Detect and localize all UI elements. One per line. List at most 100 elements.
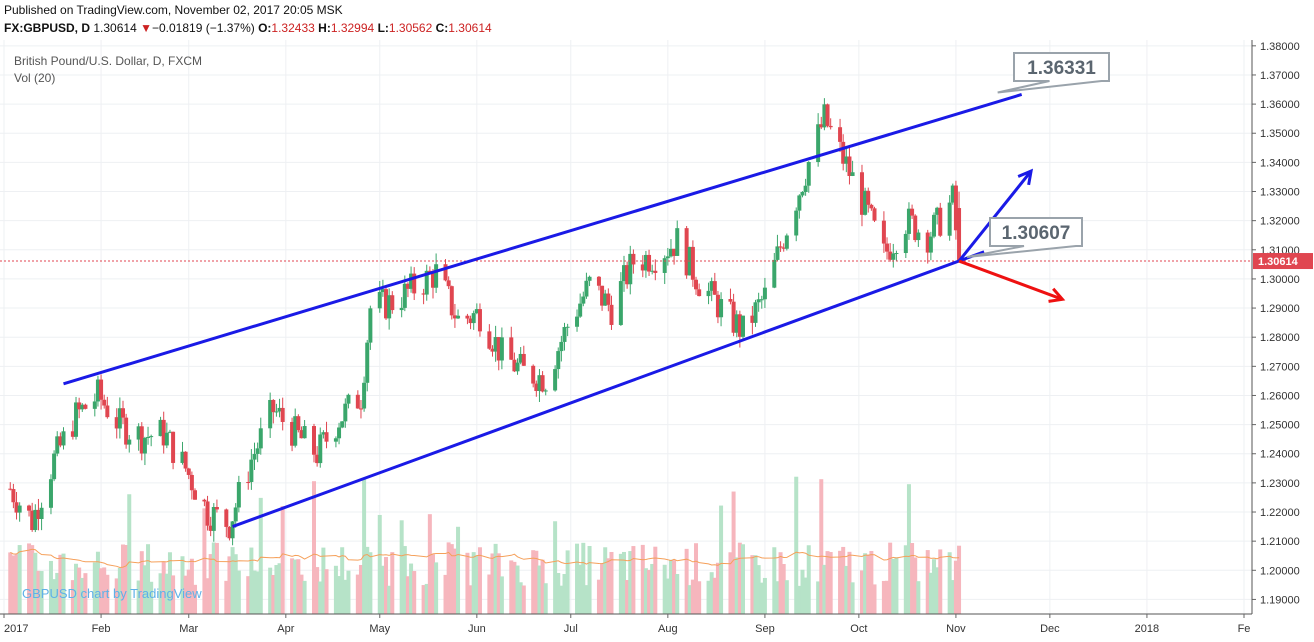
volume-bar bbox=[14, 553, 19, 614]
volume-bar bbox=[471, 552, 476, 614]
y-tick-label: 1.26000 bbox=[1260, 390, 1300, 402]
volume-bar bbox=[252, 570, 257, 614]
x-tick-label: Jun bbox=[468, 623, 486, 635]
last-price: 1.30614 bbox=[93, 21, 137, 35]
candle-body bbox=[888, 251, 893, 260]
volume-bar bbox=[910, 543, 915, 614]
volume-bar bbox=[869, 550, 874, 614]
volume-bar bbox=[8, 552, 13, 614]
candle-body bbox=[443, 264, 448, 281]
candle-body bbox=[58, 436, 63, 446]
volume-bar bbox=[468, 585, 473, 614]
price-axis[interactable]: 1.38000 1.37000 1.36000 1.35000 1.34000 1.330… bbox=[1251, 40, 1313, 614]
volume-bar bbox=[474, 555, 479, 614]
y-tick-label: 1.19000 bbox=[1260, 594, 1300, 606]
volume-bar bbox=[565, 550, 570, 614]
callout-lower-box bbox=[966, 217, 1083, 259]
x-tick-label: Apr bbox=[277, 623, 294, 635]
candle-body bbox=[781, 247, 786, 249]
volume-bar bbox=[114, 578, 119, 614]
candle-body bbox=[706, 290, 711, 297]
candle-body bbox=[180, 451, 185, 463]
volume-bar bbox=[775, 581, 780, 614]
volume-bar bbox=[662, 564, 667, 614]
candle-body bbox=[906, 208, 911, 234]
volume-bar bbox=[127, 494, 132, 614]
volume-bar bbox=[465, 552, 470, 614]
callout-upper-box bbox=[997, 52, 1110, 94]
candle-body bbox=[797, 195, 802, 211]
volume-bar bbox=[27, 543, 32, 614]
volume-bar bbox=[543, 583, 548, 614]
candle-body bbox=[280, 407, 285, 422]
candle-body bbox=[74, 402, 79, 437]
volume-bar bbox=[625, 580, 630, 614]
volume-bar bbox=[600, 563, 605, 614]
volume-bar bbox=[762, 577, 767, 614]
candle-body bbox=[581, 296, 586, 304]
candle-body bbox=[784, 235, 789, 249]
volume-bar bbox=[690, 579, 695, 614]
candle-body bbox=[806, 162, 811, 186]
arrow-up-icon-head bbox=[1017, 168, 1034, 186]
candle-body bbox=[496, 337, 501, 361]
volume-bar bbox=[340, 547, 345, 614]
candle-body bbox=[600, 285, 605, 306]
volume-bar bbox=[142, 565, 147, 614]
candle-body bbox=[246, 482, 251, 484]
volume-bar bbox=[368, 552, 373, 614]
time-axis[interactable]: 2017 Feb Mar Apr May Jun Jul Aug Sep Oct Nov Dec 201… bbox=[0, 613, 1252, 635]
candle-body bbox=[709, 281, 714, 291]
volume-bar bbox=[399, 520, 404, 614]
volume-bar bbox=[58, 554, 63, 614]
volume-bar bbox=[296, 559, 301, 614]
open-value: 1.32433 bbox=[271, 21, 315, 35]
volume-bar bbox=[731, 491, 736, 614]
volume-bar bbox=[17, 545, 22, 614]
y-tick-label: 1.20000 bbox=[1260, 565, 1300, 577]
volume-bar bbox=[697, 581, 702, 614]
annotations[interactable]: 1.36331 1.30607 bbox=[63, 52, 1110, 528]
candle-body bbox=[603, 293, 608, 306]
candle-body bbox=[33, 509, 38, 531]
candle-body bbox=[465, 315, 470, 319]
volume-bar bbox=[953, 560, 958, 614]
candle-body bbox=[556, 351, 561, 370]
x-tick-label: Aug bbox=[658, 623, 678, 635]
volume-bar bbox=[208, 554, 213, 614]
volume-bar bbox=[575, 543, 580, 614]
price-chart[interactable]: 1.36331 1.30607 1.38000 1.37000 1.36000 1.35… bbox=[0, 40, 1314, 642]
candle-body bbox=[518, 353, 523, 363]
volume-bar bbox=[493, 543, 498, 614]
candle-body bbox=[380, 289, 385, 293]
volume-bar bbox=[885, 580, 890, 614]
y-tick-label: 1.29000 bbox=[1260, 303, 1300, 315]
chart-title: British Pound/U.S. Dollar, D, FXCM bbox=[14, 54, 202, 68]
x-tick-label: Fe bbox=[1238, 623, 1251, 635]
candle-body bbox=[312, 426, 316, 455]
candle-body bbox=[559, 341, 564, 352]
volume-bar bbox=[487, 574, 492, 614]
volume-bar bbox=[499, 576, 504, 614]
volume-bar bbox=[427, 514, 432, 614]
candle-body bbox=[474, 309, 479, 314]
y-tick-label: 1.32000 bbox=[1260, 216, 1300, 228]
candle-body bbox=[271, 399, 276, 413]
candle-body bbox=[83, 404, 88, 409]
volume-bar bbox=[456, 526, 461, 614]
volume-bar bbox=[694, 543, 699, 614]
candle-body bbox=[938, 207, 943, 236]
candle-body bbox=[390, 295, 395, 311]
volume-label: Vol (20) bbox=[14, 71, 55, 85]
candle-body bbox=[587, 276, 592, 281]
volume-bar bbox=[819, 479, 824, 614]
volume-bar bbox=[734, 557, 739, 614]
volume-bar bbox=[452, 548, 457, 614]
candle-body bbox=[653, 270, 658, 273]
volume-bar bbox=[609, 551, 614, 614]
candle-body bbox=[384, 289, 389, 319]
candle-body bbox=[891, 253, 896, 260]
candle-body bbox=[471, 313, 476, 324]
x-tick-label: Sep bbox=[755, 623, 775, 635]
volume-bar bbox=[844, 565, 849, 614]
